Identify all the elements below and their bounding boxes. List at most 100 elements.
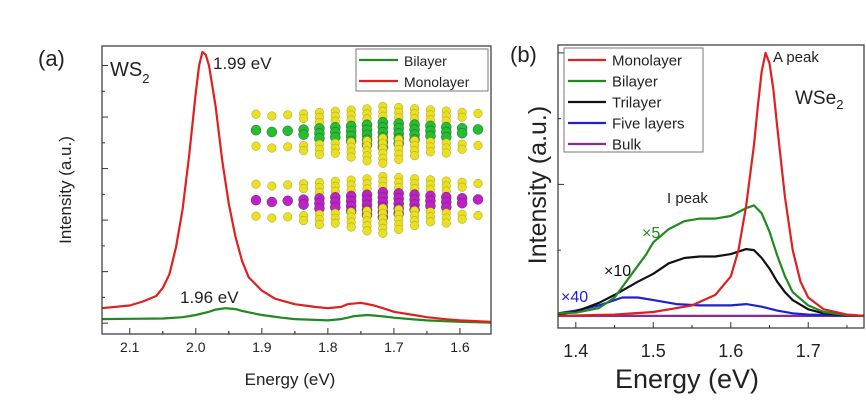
panel-a-series <box>101 50 492 324</box>
metal-atom <box>282 195 293 207</box>
metal-atom <box>282 125 293 137</box>
chalcogen-atom <box>441 148 451 158</box>
chalcogen-atom <box>457 112 467 122</box>
chalcogen-atom <box>346 152 356 162</box>
chalcogen-atom <box>299 114 309 124</box>
metal-atom <box>250 124 262 136</box>
panel-b-material: WSe2 <box>795 88 843 112</box>
annotation-1-99: 1.99 eV <box>213 54 272 73</box>
panel-a-material: WS2 <box>110 59 149 86</box>
chalcogen-atom <box>441 218 451 228</box>
chalcogen-atom <box>314 219 324 229</box>
chalcogen-atom <box>473 140 483 150</box>
chalcogen-atom <box>299 146 309 156</box>
xtick-label: 2.1 <box>120 339 140 355</box>
panel-b-label: (b) <box>510 42 537 67</box>
chalcogen-atom <box>378 158 388 168</box>
legend-label-bilayer: Bilayer <box>404 53 447 69</box>
panel-a-xtick-labels: 2.1 2.0 1.9 1.8 1.7 1.6 <box>120 339 470 355</box>
chalcogen-atom <box>362 226 372 236</box>
chalcogen-atom <box>457 182 467 192</box>
series-line-bilayer <box>101 307 492 324</box>
chalcogen-atom <box>251 179 261 189</box>
panel-b-legend: Monolayer Bilayer Trilayer Five layers Bulk <box>563 47 704 154</box>
panel-a-legend: Bilayer Monolayer <box>355 48 489 92</box>
legend-box <box>355 48 489 92</box>
chalcogen-atom <box>299 184 309 194</box>
chalcogen-atom <box>425 147 435 157</box>
panel-b-frame <box>557 44 865 329</box>
annotation-i-peak: I peak <box>667 190 708 207</box>
xtick-label: 1.7 <box>384 339 404 355</box>
material-a-subscript: 2 <box>142 71 149 86</box>
annotation-x40: ×40 <box>561 289 588 306</box>
metal-atom <box>250 194 262 206</box>
material-a: WS <box>110 59 142 81</box>
material-b-subscript: 2 <box>836 97 843 112</box>
xtick-label: 1.7 <box>796 341 821 361</box>
chalcogen-atom <box>283 180 293 190</box>
chalcogen-atom <box>251 211 261 221</box>
metal-atom <box>472 124 484 135</box>
crystal-structure-inset <box>250 101 484 238</box>
chalcogen-atom <box>378 228 388 238</box>
chalcogen-atom <box>267 181 277 191</box>
series-line-monolayer <box>557 51 865 317</box>
material-b: WSe <box>795 88 836 109</box>
legend-label: Bilayer <box>612 74 658 91</box>
chalcogen-atom <box>473 108 483 118</box>
annotation-1-96: 1.96 eV <box>180 288 239 307</box>
xtick-label: 1.9 <box>252 339 272 355</box>
xtick-label: 1.6 <box>450 339 470 355</box>
annotation-a-peak: A peak <box>773 49 819 66</box>
chalcogen-atom <box>267 143 277 153</box>
metal-atom <box>266 126 278 138</box>
chalcogen-atom <box>267 213 277 223</box>
chalcogen-atom <box>314 149 324 159</box>
chalcogen-atom <box>410 151 420 161</box>
chalcogen-atom <box>251 141 261 151</box>
panel-a-frame <box>101 45 492 335</box>
chalcogen-atom <box>410 221 420 231</box>
series-line-monolayer <box>101 50 492 323</box>
annotation-x5: ×5 <box>642 225 660 242</box>
xtick-label: 2.0 <box>186 339 206 355</box>
panel-a-label: (a) <box>38 46 65 71</box>
chalcogen-atom <box>283 110 293 120</box>
chalcogen-atom <box>346 222 356 232</box>
metal-atom <box>266 196 278 208</box>
chalcogen-atom <box>299 216 309 226</box>
panel-a: (a) WS2 1.99 eV 1.96 eV Bilayer Monolaye… <box>38 45 492 389</box>
legend-label: Monolayer <box>612 53 682 70</box>
xtick-label: 1.6 <box>718 341 743 361</box>
chalcogen-atom <box>457 144 467 154</box>
chalcogen-atom <box>283 142 293 152</box>
chalcogen-atom <box>283 212 293 222</box>
chalcogen-atom <box>457 214 467 224</box>
panel-b-series <box>557 51 865 317</box>
chalcogen-atom <box>394 154 404 164</box>
legend-box <box>563 47 704 153</box>
chalcogen-atom <box>362 156 372 166</box>
panel-b-xlabel: Energy (eV) <box>615 364 759 394</box>
chalcogen-atom <box>330 148 340 158</box>
xtick-label: 1.8 <box>318 339 338 355</box>
chalcogen-atom <box>473 178 483 188</box>
legend-label: Trilayer <box>612 95 661 112</box>
chalcogen-atom <box>267 111 277 121</box>
metal-atom <box>456 128 468 139</box>
panel-b-xtick-labels: 1.4 1.5 1.6 1.7 <box>563 341 820 361</box>
chalcogen-atom <box>394 224 404 234</box>
legend-label-monolayer: Monolayer <box>404 74 470 90</box>
chalcogen-atom <box>425 217 435 227</box>
series-line-bilayer <box>557 204 865 317</box>
chalcogen-atom <box>330 218 340 228</box>
metal-atom <box>298 199 309 210</box>
metal-atom <box>298 129 309 140</box>
panel-b: (b) WSe2 A peak I peak ×5 ×10 ×40 Monola… <box>510 42 865 394</box>
xtick-label: 1.4 <box>563 341 588 361</box>
chalcogen-atom <box>251 109 261 119</box>
panel-a-xlabel: Energy (eV) <box>245 370 336 389</box>
chalcogen-atom <box>473 210 483 220</box>
